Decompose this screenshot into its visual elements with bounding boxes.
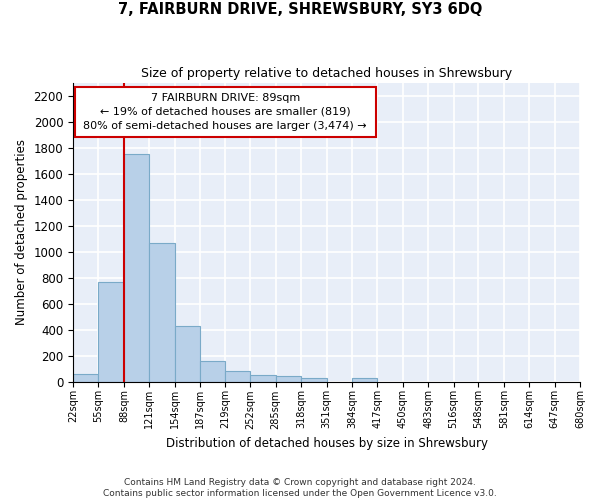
Bar <box>175 326 200 382</box>
Bar <box>124 154 149 382</box>
Text: 7 FAIRBURN DRIVE: 89sqm
← 19% of detached houses are smaller (819)
80% of semi-d: 7 FAIRBURN DRIVE: 89sqm ← 19% of detache… <box>83 93 367 131</box>
Bar <box>250 376 275 382</box>
Bar <box>352 378 377 382</box>
Bar <box>225 371 250 382</box>
Text: Contains HM Land Registry data © Crown copyright and database right 2024.
Contai: Contains HM Land Registry data © Crown c… <box>103 478 497 498</box>
Bar <box>98 282 124 382</box>
Text: 7, FAIRBURN DRIVE, SHREWSBURY, SY3 6DQ: 7, FAIRBURN DRIVE, SHREWSBURY, SY3 6DQ <box>118 2 482 18</box>
Bar <box>73 374 98 382</box>
Title: Size of property relative to detached houses in Shrewsbury: Size of property relative to detached ho… <box>141 68 512 80</box>
Bar <box>149 244 175 382</box>
X-axis label: Distribution of detached houses by size in Shrewsbury: Distribution of detached houses by size … <box>166 437 488 450</box>
FancyBboxPatch shape <box>74 87 376 137</box>
Bar <box>301 378 326 382</box>
Bar <box>275 376 301 382</box>
Bar <box>200 362 225 382</box>
Y-axis label: Number of detached properties: Number of detached properties <box>15 140 28 326</box>
